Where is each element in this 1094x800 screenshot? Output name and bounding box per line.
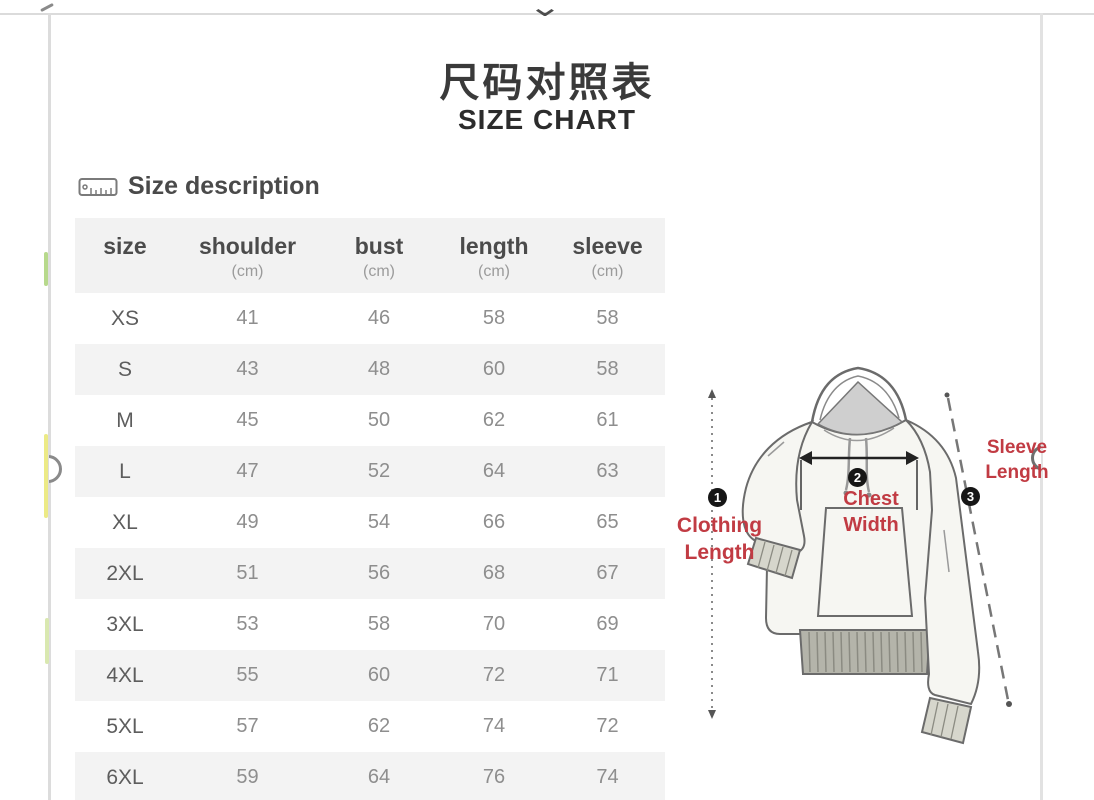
size-name-cell: 6XL [106,765,144,789]
size-value-cell: 60 [367,664,391,687]
size-value-cell: 46 [367,307,391,330]
table-row: 4XL 55 60 72 71 [75,650,665,702]
size-value-cell: 55 [236,664,259,687]
size-value-cell: 58 [367,613,391,636]
size-value-cell: 52 [367,460,391,483]
size-value-cell: 60 [482,358,506,381]
size-value-cell: 61 [596,409,619,432]
column-header-sleeve: sleeve (cm) [550,218,665,294]
size-value-cell: 63 [596,460,619,483]
size-value-cell: 66 [482,511,506,534]
table-row: 6XL 59 64 76 74 [75,752,665,800]
frame-top-border [0,13,1094,15]
left-edge-green-mark-2 [45,618,49,664]
chest-width-label: Chest Width [843,488,899,536]
carousel-prev-circle [49,455,62,483]
clothing-length-label: Clothing Length [676,514,763,565]
size-value-cell: 64 [482,460,506,483]
size-value-cell: 74 [596,766,619,789]
size-name-cell: L [119,459,131,483]
size-name-cell: 2XL [106,561,144,585]
size-value-cell: 58 [596,307,619,330]
table-row: 5XL 57 62 74 72 [75,701,665,752]
size-value-cell: 49 [236,511,259,534]
size-description-heading: Size description [78,172,320,201]
table-row: XS 41 46 58 58 [75,293,665,344]
sleeve-length-label: Sleeve Length [985,437,1049,483]
size-value-cell: 48 [367,358,391,381]
corner-tick [40,2,54,13]
size-name-cell: M [116,408,134,432]
column-header-bust: bust (cm) [320,218,438,294]
size-value-cell: 47 [236,460,259,483]
column-header-length: length (cm) [438,218,550,294]
size-value-cell: 59 [236,766,259,789]
table-row: 2XL 51 56 68 67 [75,548,665,600]
ruler-icon [78,177,118,196]
frame-left-border [48,13,51,800]
page-title-chinese: 尺码对照表 [439,61,655,105]
hoodie-illustration [708,366,1012,745]
size-value-cell: 41 [236,307,259,330]
size-value-cell: 64 [367,766,391,789]
chevron-down-icon[interactable]: ⌄ [527,0,563,22]
size-table: size shoulder (cm) bust (cm) length (cm)… [75,218,665,800]
size-name-cell: XL [112,510,138,534]
size-value-cell: 76 [482,766,506,789]
size-value-cell: 57 [236,715,259,738]
size-name-cell: 4XL [106,663,144,687]
table-row: 3XL 53 58 70 69 [75,599,665,650]
size-value-cell: 71 [596,664,619,687]
measure-1-badge: 1 [708,488,727,507]
size-value-cell: 67 [596,562,619,585]
size-value-cell: 72 [482,664,506,687]
carousel-next-button[interactable] [1023,443,1041,477]
size-value-cell: 56 [367,562,391,585]
table-row: S 43 48 60 58 [75,344,665,396]
left-edge-yellow-mark [44,434,48,518]
size-value-cell: 43 [236,358,259,381]
size-value-cell: 65 [596,511,619,534]
size-value-cell: 62 [367,715,391,738]
size-value-cell: 58 [482,307,506,330]
size-value-cell: 50 [367,409,391,432]
frame-right-border [1040,13,1043,800]
size-value-cell: 70 [482,613,506,636]
size-value-cell: 54 [367,511,391,534]
column-header-size: size [75,218,175,294]
measure-3-badge: 3 [961,487,980,506]
size-table-body: XS 41 46 58 58 S 43 48 60 58 M 45 50 62 61 L 47 52 64 63 XL 4… [75,293,665,800]
table-row: XL 49 54 66 65 [75,497,665,548]
size-value-cell: 69 [596,613,619,636]
size-value-cell: 72 [596,715,619,738]
size-name-cell: 3XL [106,612,144,636]
column-header-shoulder: shoulder (cm) [175,218,320,294]
size-value-cell: 51 [236,562,259,585]
measure-2-badge: 2 [848,468,867,487]
size-name-cell: S [117,357,132,381]
hoodie-measure-diagram: Clothing Length Chest Width Sleeve Lengt… [672,350,1072,800]
size-value-cell: 58 [596,358,619,381]
table-row: M 45 50 62 61 [75,395,665,446]
size-description-label: Size description [128,172,320,200]
left-edge-green-mark [44,252,48,286]
size-value-cell: 45 [236,409,259,432]
table-row: L 47 52 64 63 [75,446,665,498]
size-value-cell: 68 [482,562,506,585]
size-value-cell: 62 [482,409,506,432]
size-value-cell: 74 [482,715,506,738]
size-value-cell: 53 [236,613,259,636]
size-table-header-row: size shoulder (cm) bust (cm) length (cm)… [75,218,665,294]
size-name-cell: 5XL [106,714,144,738]
carousel-prev-button[interactable] [49,452,68,490]
size-name-cell: XS [110,306,139,330]
page-title-english: SIZE CHART [458,104,636,135]
